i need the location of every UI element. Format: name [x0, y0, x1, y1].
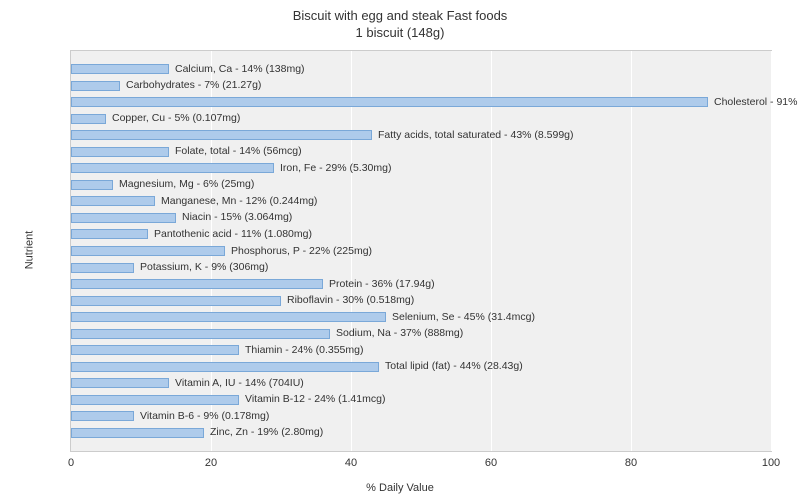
bar-row: Protein - 36% (17.94g) [71, 278, 771, 291]
bar [71, 345, 239, 355]
x-tick-label: 100 [762, 457, 780, 469]
title-line-2: 1 biscuit (148g) [356, 25, 445, 40]
bar [71, 246, 225, 256]
bar-label: Iron, Fe - 29% (5.30mg) [274, 162, 391, 175]
bar-row: Total lipid (fat) - 44% (28.43g) [71, 360, 771, 373]
bar [71, 147, 169, 157]
bar-label: Zinc, Zn - 19% (2.80mg) [204, 426, 323, 439]
nutrient-chart: Biscuit with egg and steak Fast foods 1 … [0, 0, 800, 500]
bar-label: Selenium, Se - 45% (31.4mcg) [386, 311, 535, 324]
bar-row: Pantothenic acid - 11% (1.080mg) [71, 228, 771, 241]
bar [71, 279, 323, 289]
bar-row: Niacin - 15% (3.064mg) [71, 211, 771, 224]
bar-label: Niacin - 15% (3.064mg) [176, 211, 292, 224]
x-tick-label: 20 [205, 457, 217, 469]
bar [71, 362, 379, 372]
bar-label: Protein - 36% (17.94g) [323, 278, 435, 291]
x-axis-label: % Daily Value [366, 482, 434, 494]
bar-label: Calcium, Ca - 14% (138mg) [169, 63, 305, 76]
gridline [771, 51, 772, 451]
x-tick-label: 0 [68, 457, 74, 469]
bar [71, 329, 330, 339]
bar-label: Folate, total - 14% (56mcg) [169, 145, 302, 158]
bar-row: Copper, Cu - 5% (0.107mg) [71, 112, 771, 125]
bar-row: Magnesium, Mg - 6% (25mg) [71, 178, 771, 191]
chart-title: Biscuit with egg and steak Fast foods 1 … [0, 0, 800, 42]
bar [71, 213, 176, 223]
bar-label: Fatty acids, total saturated - 43% (8.59… [372, 129, 574, 142]
bar-row: Calcium, Ca - 14% (138mg) [71, 63, 771, 76]
x-tick-label: 80 [625, 457, 637, 469]
bar-row: Vitamin B-6 - 9% (0.178mg) [71, 410, 771, 423]
bar-label: Riboflavin - 30% (0.518mg) [281, 294, 414, 307]
bar-row: Sodium, Na - 37% (888mg) [71, 327, 771, 340]
bar-row: Folate, total - 14% (56mcg) [71, 145, 771, 158]
bar [71, 81, 120, 91]
bar-row: Cholesterol - 91% (272mg) [71, 96, 771, 109]
bar-label: Phosphorus, P - 22% (225mg) [225, 245, 372, 258]
bar [71, 229, 148, 239]
plot-area: 020406080100Calcium, Ca - 14% (138mg)Car… [70, 50, 772, 452]
bar-row: Potassium, K - 9% (306mg) [71, 261, 771, 274]
bar-row: Vitamin B-12 - 24% (1.41mcg) [71, 393, 771, 406]
bar-row: Iron, Fe - 29% (5.30mg) [71, 162, 771, 175]
bar-row: Phosphorus, P - 22% (225mg) [71, 245, 771, 258]
x-tick-label: 60 [485, 457, 497, 469]
bar-label: Potassium, K - 9% (306mg) [134, 261, 268, 274]
bar-row: Fatty acids, total saturated - 43% (8.59… [71, 129, 771, 142]
bar [71, 428, 204, 438]
bar-label: Carbohydrates - 7% (21.27g) [120, 79, 261, 92]
bar-row: Riboflavin - 30% (0.518mg) [71, 294, 771, 307]
bar [71, 130, 372, 140]
bar-row: Thiamin - 24% (0.355mg) [71, 344, 771, 357]
title-line-1: Biscuit with egg and steak Fast foods [293, 8, 508, 23]
bar-label: Pantothenic acid - 11% (1.080mg) [148, 228, 312, 241]
bar [71, 378, 169, 388]
bar-label: Cholesterol - 91% (272mg) [708, 96, 800, 109]
bar-label: Vitamin B-6 - 9% (0.178mg) [134, 410, 269, 423]
bar [71, 114, 106, 124]
bar-label: Sodium, Na - 37% (888mg) [330, 327, 463, 340]
bar [71, 97, 708, 107]
bar-label: Thiamin - 24% (0.355mg) [239, 344, 363, 357]
bar-row: Zinc, Zn - 19% (2.80mg) [71, 426, 771, 439]
bar-row: Manganese, Mn - 12% (0.244mg) [71, 195, 771, 208]
bar [71, 312, 386, 322]
bar [71, 411, 134, 421]
bar [71, 180, 113, 190]
bar-label: Vitamin B-12 - 24% (1.41mcg) [239, 393, 385, 406]
bar-label: Copper, Cu - 5% (0.107mg) [106, 112, 240, 125]
bar-row: Vitamin A, IU - 14% (704IU) [71, 377, 771, 390]
bar [71, 296, 281, 306]
bar-label: Total lipid (fat) - 44% (28.43g) [379, 360, 523, 373]
bar-row: Selenium, Se - 45% (31.4mcg) [71, 311, 771, 324]
bar [71, 263, 134, 273]
bar [71, 395, 239, 405]
bar [71, 64, 169, 74]
bar-row: Carbohydrates - 7% (21.27g) [71, 79, 771, 92]
bar-label: Magnesium, Mg - 6% (25mg) [113, 178, 254, 191]
bar [71, 196, 155, 206]
x-tick-label: 40 [345, 457, 357, 469]
bar-label: Vitamin A, IU - 14% (704IU) [169, 377, 304, 390]
bar [71, 163, 274, 173]
bar-label: Manganese, Mn - 12% (0.244mg) [155, 195, 317, 208]
y-axis-label: Nutrient [23, 231, 35, 270]
